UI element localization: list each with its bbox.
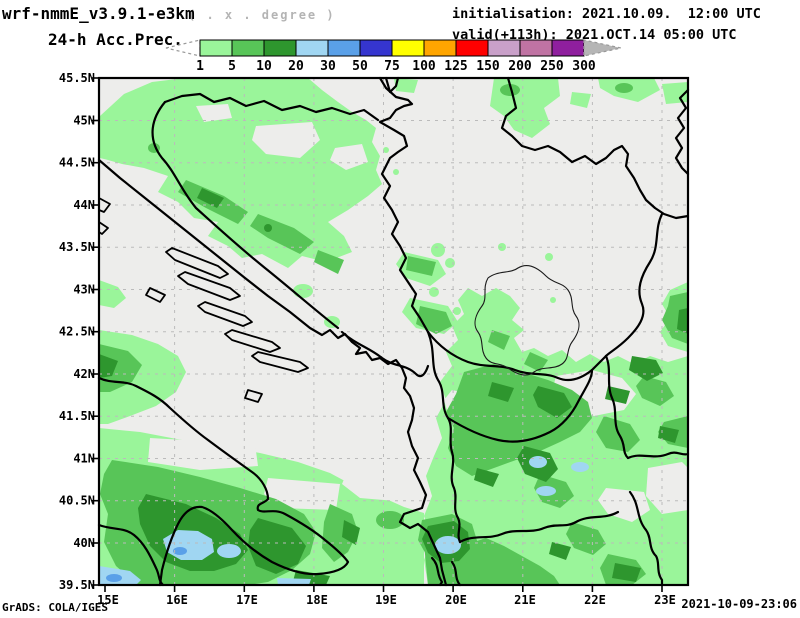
x-axis-label: 15E <box>97 593 119 607</box>
calabria-coastline <box>97 523 165 587</box>
danube-drina-border <box>378 76 430 334</box>
greek-coast-se <box>628 490 664 587</box>
legend-tick-label: 5 <box>228 59 236 74</box>
map-borders <box>97 76 690 587</box>
kosovo-north-border <box>426 330 608 382</box>
x-axis-labels: 15E 16E 17E 18E 19E 20E 21E 22E 23E <box>97 593 676 607</box>
y-axis-label: 43.5N <box>59 240 95 254</box>
y-axis-label: 43N <box>73 283 95 297</box>
legend-tick-label: 10 <box>256 59 272 74</box>
island <box>224 329 281 353</box>
right-edge-coast <box>674 88 690 176</box>
island <box>197 301 253 327</box>
greek-coast-bays <box>430 556 444 587</box>
colorbar-labels: 1 5 10 20 30 50 75 100 125 150 200 250 3… <box>196 59 596 74</box>
legend-tick-label: 150 <box>476 59 500 74</box>
model-title: wrf-nmmE_v3.9.1-e3km <box>2 4 195 23</box>
kosovo-macedonia-border <box>446 368 594 443</box>
adriatic-coastline <box>97 158 448 587</box>
romania-border <box>500 76 690 220</box>
macedonia-greece-border <box>626 451 690 460</box>
x-axis-label: 23E <box>654 593 676 607</box>
colorbar-segments <box>199 39 585 57</box>
greece-north-border <box>458 510 620 544</box>
island <box>177 271 241 301</box>
product-title: 24-h Acc.Prec. <box>48 30 183 49</box>
bulgaria-macedonia-border <box>604 354 630 460</box>
x-axis-label: 17E <box>236 593 258 607</box>
island <box>251 351 309 373</box>
legend-tick-label: 125 <box>444 59 467 74</box>
legend-tick-label: 30 <box>320 59 336 74</box>
x-axis-label: 18E <box>306 593 328 607</box>
x-axis-label: 16E <box>166 593 188 607</box>
central-serbia-region-line <box>474 265 580 376</box>
grads-credit: GrADS: COLA/IGES <box>2 601 108 614</box>
legend-tick-label: 1 <box>196 59 204 74</box>
map-gridlines <box>99 78 688 585</box>
top-notch-border <box>384 76 400 94</box>
colorbar-right-arrow <box>583 39 622 57</box>
y-axis-labels: 45.5N 45N 44.5N 44N 43.5N 43N 42.5N 42N … <box>59 71 95 592</box>
island <box>244 389 263 403</box>
valid-time: valid(+113h): 2021.OCT.14 05:00 UTC <box>452 27 737 43</box>
y-axis-label: 45.5N <box>59 71 95 85</box>
x-axis-label: 20E <box>445 593 467 607</box>
x-axis-label: 22E <box>584 593 606 607</box>
legend-tick-label: 20 <box>288 59 304 74</box>
y-axis-label: 42N <box>73 367 95 381</box>
legend-tick-label: 75 <box>384 59 400 74</box>
montenegro-border <box>340 330 430 378</box>
title-suffix: ( . x . degree ) <box>188 8 336 22</box>
legend-tick-label: 250 <box>540 59 564 74</box>
legend-tick-label: 50 <box>352 59 368 74</box>
y-axis-label: 41N <box>73 452 95 466</box>
legend-tick-label: 200 <box>508 59 532 74</box>
y-axis-label: 45N <box>73 114 95 128</box>
italy-coastline <box>97 376 350 587</box>
y-axis-label: 40.5N <box>59 494 95 508</box>
y-axis-label: 44N <box>73 198 95 212</box>
y-axis-label: 40N <box>73 536 95 550</box>
initialisation-time: initialisation: 2021.10.09. 12:00 UTC <box>452 6 761 22</box>
island <box>165 247 229 279</box>
x-axis-label: 21E <box>514 593 536 607</box>
colorbar-legend: 1 5 10 20 30 50 75 100 125 150 200 250 3… <box>165 39 622 74</box>
greek-coast-bays <box>450 560 462 587</box>
y-axis-label: 42.5N <box>59 325 95 339</box>
island <box>145 287 166 303</box>
axis-ticks <box>92 77 663 592</box>
bosnia-west-border <box>151 100 340 330</box>
y-axis-label: 39.5N <box>59 578 95 592</box>
bosnia-north-border <box>163 92 380 122</box>
legend-tick-label: 100 <box>412 59 436 74</box>
creation-timestamp: 2021-10-09-23:06 <box>681 597 797 611</box>
serbia-bulgaria-border <box>604 212 664 358</box>
albania-east-border <box>426 330 462 544</box>
x-axis-label: 19E <box>375 593 397 607</box>
y-axis-label: 41.5N <box>59 409 95 423</box>
legend-tick-label: 300 <box>572 59 596 74</box>
y-axis-label: 44.5N <box>59 156 95 170</box>
precip-blue-layer <box>106 547 187 582</box>
